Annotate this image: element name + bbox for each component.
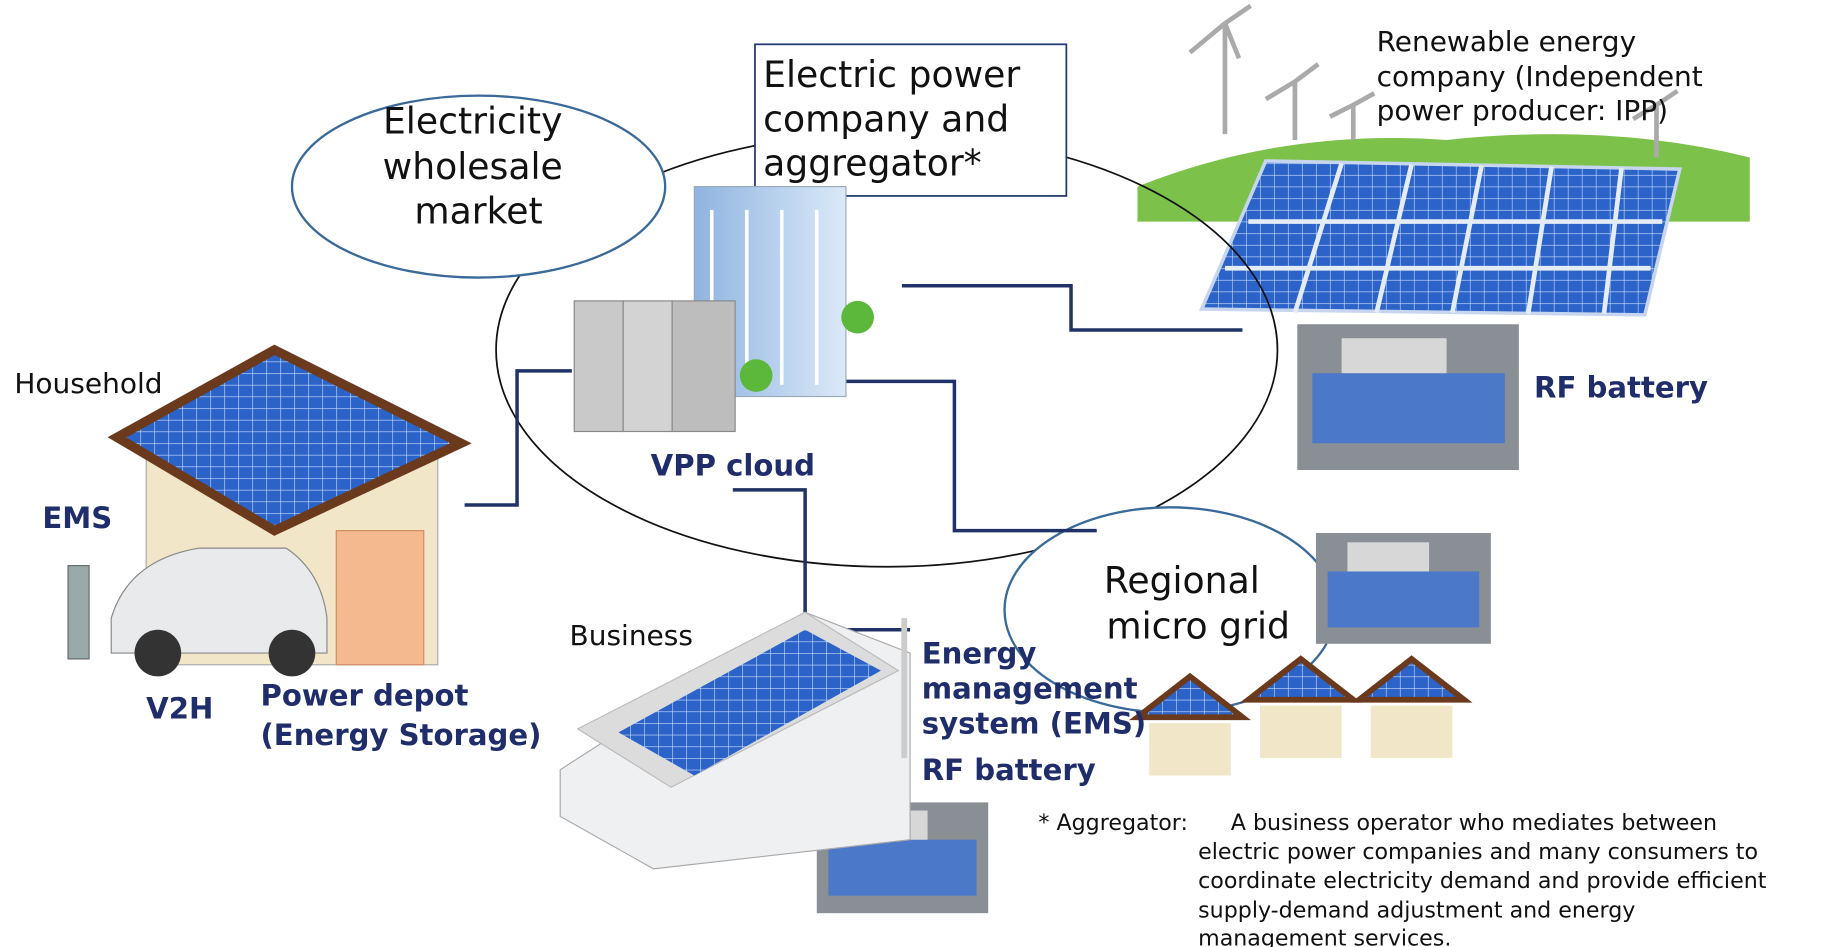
ipp-label: Renewable energy [1377,25,1637,58]
household-label: Household [14,367,162,400]
page: { "wholesale_market": ["Electricity", "w… [0,0,1826,947]
aggregator-label: aggregator* [763,142,982,185]
connector [902,286,1243,330]
diagram: Electricity wholesale market Electric po… [0,0,1826,947]
footnote-line: coordinate electricity demand and provid… [1198,868,1767,894]
power-depot-label: (Energy Storage) [260,718,541,752]
rf-battery-label: RF battery [1534,371,1708,405]
business-ems-label: Energy [922,636,1037,670]
power-depot-label: Power depot [260,678,468,712]
aggregator-label: Electric power [763,53,1020,96]
business-ems-label: system (EMS) [922,706,1146,740]
footnote-line: supply-demand adjustment and energy [1198,897,1635,923]
aggregator-label: company and [763,97,1009,140]
business-ems-label: management [922,671,1138,705]
connector [733,490,910,630]
microgrid-label: Regional [1104,559,1260,602]
microgrid-houses [1138,659,1465,776]
footnote-line: electric power companies and many consum… [1198,839,1758,865]
ipp-label: company (Independent [1377,60,1703,93]
solar-farm [1202,161,1680,315]
footnote-line: A business operator who mediates between [1231,810,1717,836]
business-label: Business [570,619,693,652]
ipp-label: power producer: IPP) [1377,94,1669,127]
market-label: wholesale [383,145,563,188]
microgrid-label: micro grid [1106,605,1290,648]
vpp-label: VPP cloud [651,449,815,483]
business-rf-label: RF battery [922,753,1096,787]
footnote-line: management services. [1198,925,1451,947]
ems-label: EMS [42,501,112,535]
connector [805,381,1097,530]
connector [465,371,572,505]
market-label: market [414,189,542,232]
footnote-term: * Aggregator: [1038,810,1188,836]
market-label: Electricity [383,100,563,143]
v2h-label: V2H [146,691,213,725]
